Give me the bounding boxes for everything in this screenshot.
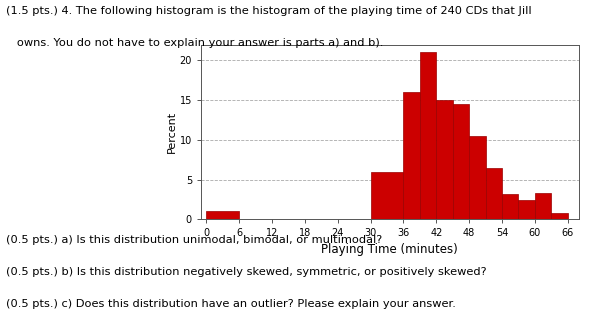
Text: (0.5 pts.) c) Does this distribution have an outlier? Please explain your answer: (0.5 pts.) c) Does this distribution hav…: [6, 299, 456, 309]
Text: owns. You do not have to explain your answer is parts a) and b).: owns. You do not have to explain your an…: [6, 38, 384, 48]
Bar: [551, 213, 568, 219]
Bar: [452, 104, 469, 219]
Bar: [403, 92, 420, 219]
Bar: [518, 200, 535, 219]
Text: (0.5 pts.) b) Is this distribution negatively skewed, symmetric, or positively s: (0.5 pts.) b) Is this distribution negat…: [6, 267, 487, 277]
Y-axis label: Percent: Percent: [167, 111, 177, 153]
Bar: [436, 100, 452, 219]
Text: (0.5 pts.) a) Is this distribution unimodal, bimodal, or multimodal?: (0.5 pts.) a) Is this distribution unimo…: [6, 235, 382, 245]
Bar: [206, 211, 239, 219]
X-axis label: Playing Time (minutes): Playing Time (minutes): [322, 243, 458, 256]
Bar: [485, 168, 502, 219]
Bar: [371, 172, 403, 219]
Bar: [469, 136, 485, 219]
Text: (1.5 pts.) 4. The following histogram is the histogram of the playing time of 24: (1.5 pts.) 4. The following histogram is…: [6, 6, 532, 16]
Bar: [420, 52, 436, 219]
Bar: [535, 193, 551, 219]
Bar: [502, 194, 518, 219]
